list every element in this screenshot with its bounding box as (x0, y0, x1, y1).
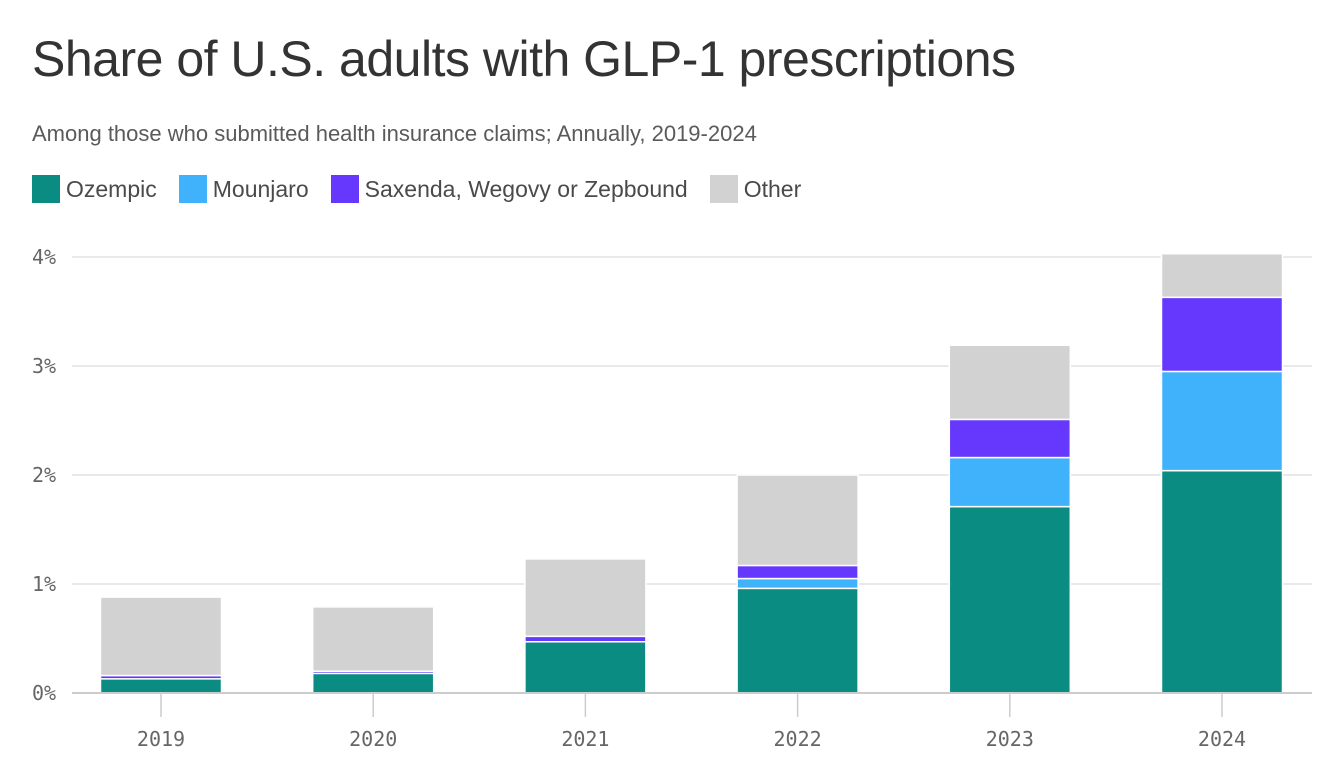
bar-segment-ozempic-2019 (99, 678, 223, 694)
legend-label-other: Other (743, 175, 802, 202)
legend-item-other: Other (709, 175, 802, 203)
legend-swatch-ozempic (32, 175, 60, 203)
bar-segment-other-2019 (99, 596, 223, 677)
legend-label-mounjaro: Mounjaro (212, 175, 309, 202)
bar-segment-other-2024 (1160, 252, 1284, 299)
bar-segment-other-2023 (948, 344, 1072, 421)
bar-segment-ozempic-2020 (311, 672, 435, 694)
y-tick-label: 4% (32, 245, 56, 269)
legend-label-ozempic: Ozempic (66, 175, 157, 202)
y-tick-label: 2% (32, 463, 56, 487)
x-tick-label: 2021 (561, 727, 609, 751)
bar-segment-saxenda-wegovy-or-zepbound-2023 (948, 418, 1072, 459)
x-tick-label: 2024 (1198, 727, 1246, 751)
bar-segment-ozempic-2022 (736, 587, 859, 694)
legend-item-saxenda-wegovy-zepbound: Saxenda, Wegovy or Zepbound (330, 175, 688, 203)
y-tick-label: 1% (32, 572, 56, 596)
bar-segment-mounjaro-2022 (736, 577, 859, 590)
x-tick-label: 2022 (774, 727, 822, 751)
bar-segment-other-2021 (524, 558, 647, 638)
x-tick-label: 2020 (349, 727, 397, 751)
chart-subtitle: Among those who submitted health insuran… (32, 121, 757, 146)
legend: Ozempic Mounjaro Saxenda, Wegovy or Zepb… (32, 175, 823, 203)
bar-segment-ozempic-2021 (524, 641, 647, 694)
bar-segment-other-2022 (736, 474, 859, 567)
legend-label-saxenda-wegovy-zepbound: Saxenda, Wegovy or Zepbound (364, 175, 688, 202)
bar-segment-ozempic-2024 (1160, 469, 1284, 694)
bar-segment-mounjaro-2023 (948, 456, 1072, 508)
bar-segment-mounjaro-2024 (1160, 370, 1284, 472)
x-tick-label: 2019 (137, 727, 185, 751)
bar-segment-saxenda-wegovy-or-zepbound-2022 (736, 564, 859, 580)
bar-segment-other-2020 (311, 606, 435, 672)
x-tick-label: 2023 (986, 727, 1034, 751)
y-tick-label: 3% (32, 354, 56, 378)
chart-title: Share of U.S. adults with GLP-1 prescrip… (32, 31, 1016, 87)
legend-swatch-other (709, 175, 738, 203)
legend-item-mounjaro: Mounjaro (178, 175, 309, 203)
bar-segment-ozempic-2023 (948, 505, 1072, 694)
legend-item-ozempic: Ozempic (32, 175, 157, 203)
legend-swatch-saxenda-wegovy-zepbound (330, 175, 359, 203)
legend-swatch-mounjaro (178, 175, 207, 203)
bar-segment-saxenda-wegovy-or-zepbound-2024 (1160, 296, 1284, 373)
bar-segment-saxenda-wegovy-or-zepbound-2021 (524, 635, 647, 643)
y-tick-label: 0% (32, 681, 56, 705)
